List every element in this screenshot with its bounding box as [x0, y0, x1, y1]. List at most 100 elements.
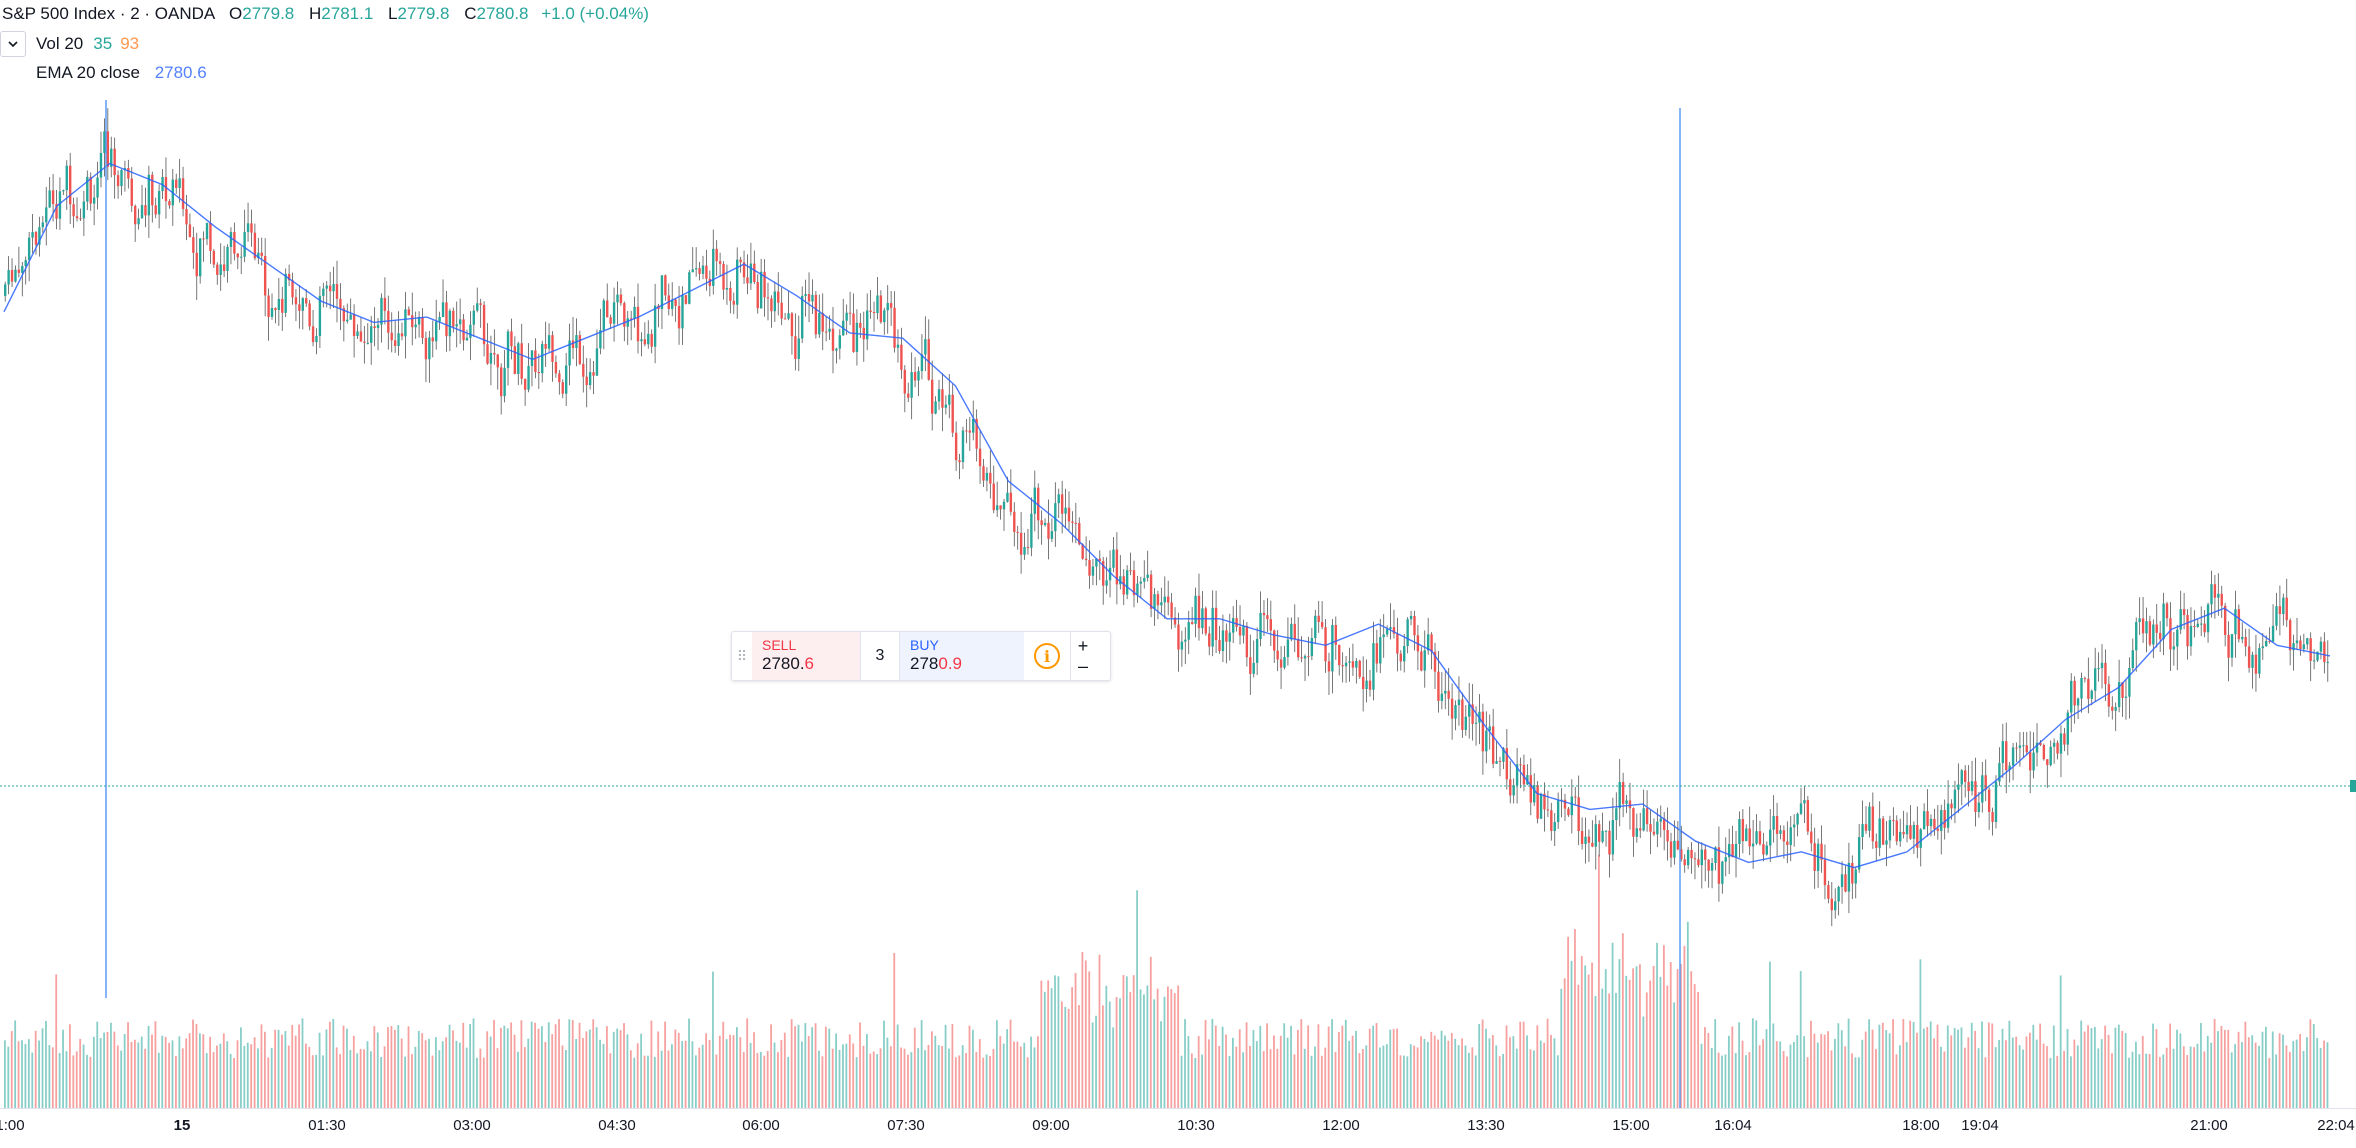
candle-body — [298, 304, 301, 311]
candle-body — [496, 354, 499, 368]
volume-bar — [1488, 1038, 1491, 1108]
volume-bar — [1331, 1019, 1333, 1108]
volume-bar — [2193, 1047, 2195, 1108]
candle-body — [510, 331, 513, 347]
candle-body — [1881, 818, 1885, 845]
volume-bar — [1690, 971, 1693, 1108]
candle-body — [2141, 618, 2145, 634]
candle-body — [828, 328, 831, 332]
volume-bar — [930, 1031, 933, 1108]
volume-bar — [1334, 1052, 1337, 1108]
volume-bar — [1293, 1054, 1296, 1108]
volume-bar — [2189, 1046, 2192, 1108]
candle-body — [373, 326, 376, 329]
volume-bar — [48, 1045, 51, 1108]
volume-bar — [38, 1040, 41, 1108]
candle-body — [1830, 898, 1833, 911]
volume-bar — [2001, 1028, 2004, 1108]
volume-bar — [869, 1053, 872, 1108]
candle-body — [1296, 638, 1300, 658]
candle-body — [1840, 874, 1844, 887]
volume-bar — [2131, 1051, 2134, 1108]
volume-label[interactable]: Vol 20 — [36, 34, 84, 53]
volume-bar — [455, 1040, 458, 1108]
candle-body — [1119, 576, 1122, 585]
time-axis[interactable]: 1:00 15 01:30 03:00 04:30 06:00 07:30 09:00 10:3… — [0, 1108, 2356, 1148]
volume-bar — [2176, 1029, 2178, 1108]
volume-bar — [1615, 992, 1617, 1108]
plus-button[interactable]: + — [1077, 636, 1089, 656]
candle-body — [650, 333, 653, 347]
buy-button[interactable]: BUY 2780.9 — [900, 632, 1024, 680]
candle-body — [1669, 841, 1673, 858]
quantity-field[interactable]: 3 — [860, 632, 900, 680]
candle-body — [995, 505, 999, 511]
volume-bar — [1676, 969, 1679, 1108]
candle-body — [1714, 847, 1717, 864]
volume-bar — [2220, 1025, 2223, 1108]
volume-bar — [41, 1028, 44, 1108]
volume-bar — [1680, 964, 1682, 1108]
volume-bar — [2121, 1030, 2124, 1108]
volume-bar — [1710, 1048, 1713, 1108]
candle-body — [1307, 656, 1310, 658]
candle-body — [739, 259, 742, 263]
volume-bar — [34, 1030, 37, 1108]
sell-button[interactable]: SELL 2780.6 — [752, 632, 860, 680]
candle-body — [1091, 566, 1095, 576]
candle-body — [978, 448, 982, 467]
volume-bar — [270, 1047, 273, 1108]
volume-bar — [226, 1041, 229, 1108]
volume-bar — [564, 1049, 567, 1108]
volume-bar — [1553, 1038, 1556, 1108]
candle-body — [462, 319, 465, 341]
volume-bar — [599, 1039, 601, 1108]
candle-body — [582, 363, 585, 377]
candle-body — [1430, 634, 1433, 652]
volume-bar — [1984, 1057, 1987, 1108]
volume-bar — [137, 1042, 140, 1108]
volume-bar — [1348, 1040, 1351, 1108]
candle-body — [1697, 859, 1700, 866]
collapse-legend-button[interactable] — [0, 31, 26, 57]
volume-bar — [1444, 1035, 1446, 1108]
candle-body — [2182, 609, 2186, 615]
candle-body — [116, 175, 120, 187]
symbol-title[interactable]: S&P 500 Index · 2 · OANDA — [2, 4, 215, 23]
volume-bar — [2124, 1033, 2127, 1108]
volume-bar — [578, 1022, 581, 1108]
drag-handle-icon[interactable]: ⠿ — [736, 647, 748, 664]
volume-bar — [1136, 890, 1139, 1108]
volume-bar — [1190, 1053, 1193, 1108]
candle-body — [1180, 641, 1184, 650]
volume-bar — [530, 1021, 533, 1108]
ema-label[interactable]: EMA 20 close — [36, 63, 140, 82]
candle-body — [1016, 531, 1019, 533]
candle-body — [2251, 654, 2254, 668]
candle-body — [2282, 597, 2285, 615]
candle-body — [773, 291, 777, 312]
candle-body — [1006, 492, 1009, 502]
candle-body — [1762, 844, 1765, 855]
volume-bar — [1639, 964, 1641, 1108]
candle-body — [1994, 781, 1998, 822]
volume-bar — [2141, 1036, 2144, 1108]
volume-bar — [1556, 1055, 1559, 1108]
volume-bar — [376, 1032, 379, 1108]
info-button[interactable]: i — [1024, 632, 1070, 680]
volume-bar — [2080, 1020, 2083, 1108]
candle-body — [1905, 825, 1909, 835]
candle-body — [1485, 730, 1488, 752]
volume-bar — [1081, 951, 1084, 1108]
volume-bar — [1156, 988, 1159, 1108]
candle-body — [1457, 699, 1461, 706]
volume-bar — [1628, 979, 1631, 1108]
candle-body — [592, 372, 595, 376]
candle-body — [1929, 818, 1933, 827]
volume-bar — [910, 1052, 913, 1108]
candle-body — [1238, 626, 1242, 636]
volume-bar — [1420, 1036, 1422, 1108]
minus-button[interactable]: – — [1077, 656, 1088, 676]
candle-body — [541, 343, 544, 374]
